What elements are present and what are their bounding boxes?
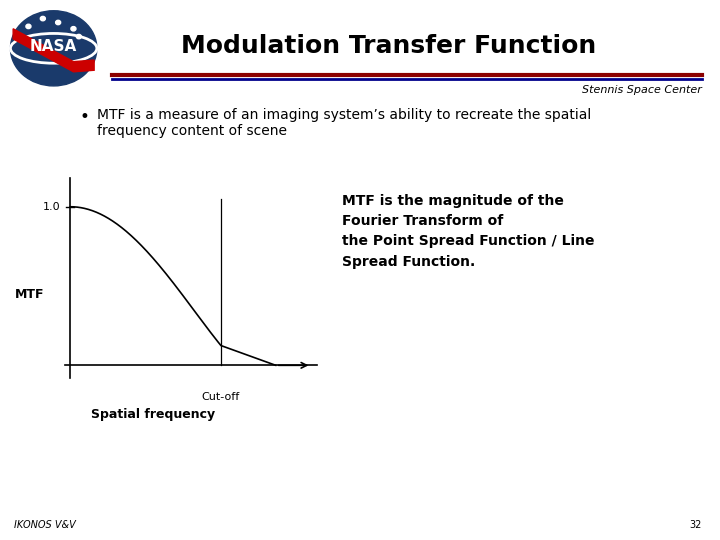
- Circle shape: [26, 24, 31, 29]
- Text: Stennis Space Center: Stennis Space Center: [582, 85, 702, 96]
- Text: 32: 32: [690, 520, 702, 530]
- Text: NASA: NASA: [30, 39, 77, 54]
- Circle shape: [71, 26, 76, 31]
- Text: Modulation Transfer Function: Modulation Transfer Function: [181, 34, 596, 58]
- Circle shape: [22, 37, 27, 41]
- Text: Spatial frequency: Spatial frequency: [91, 408, 215, 421]
- Polygon shape: [13, 29, 94, 72]
- Text: MTF is the magnitude of the
Fourier Transform of
the Point Spread Function / Lin: MTF is the magnitude of the Fourier Tran…: [342, 194, 595, 268]
- Text: MTF: MTF: [15, 288, 44, 301]
- Text: Cut-off: Cut-off: [202, 392, 240, 402]
- Circle shape: [55, 21, 60, 25]
- Text: 1.0: 1.0: [43, 202, 60, 212]
- Text: IKONOS V&V: IKONOS V&V: [14, 520, 76, 530]
- Text: MTF is a measure of an imaging system’s ability to recreate the spatial
frequenc: MTF is a measure of an imaging system’s …: [97, 108, 591, 138]
- Circle shape: [76, 35, 81, 39]
- Circle shape: [40, 16, 45, 21]
- Circle shape: [11, 11, 97, 86]
- Text: •: •: [79, 108, 89, 126]
